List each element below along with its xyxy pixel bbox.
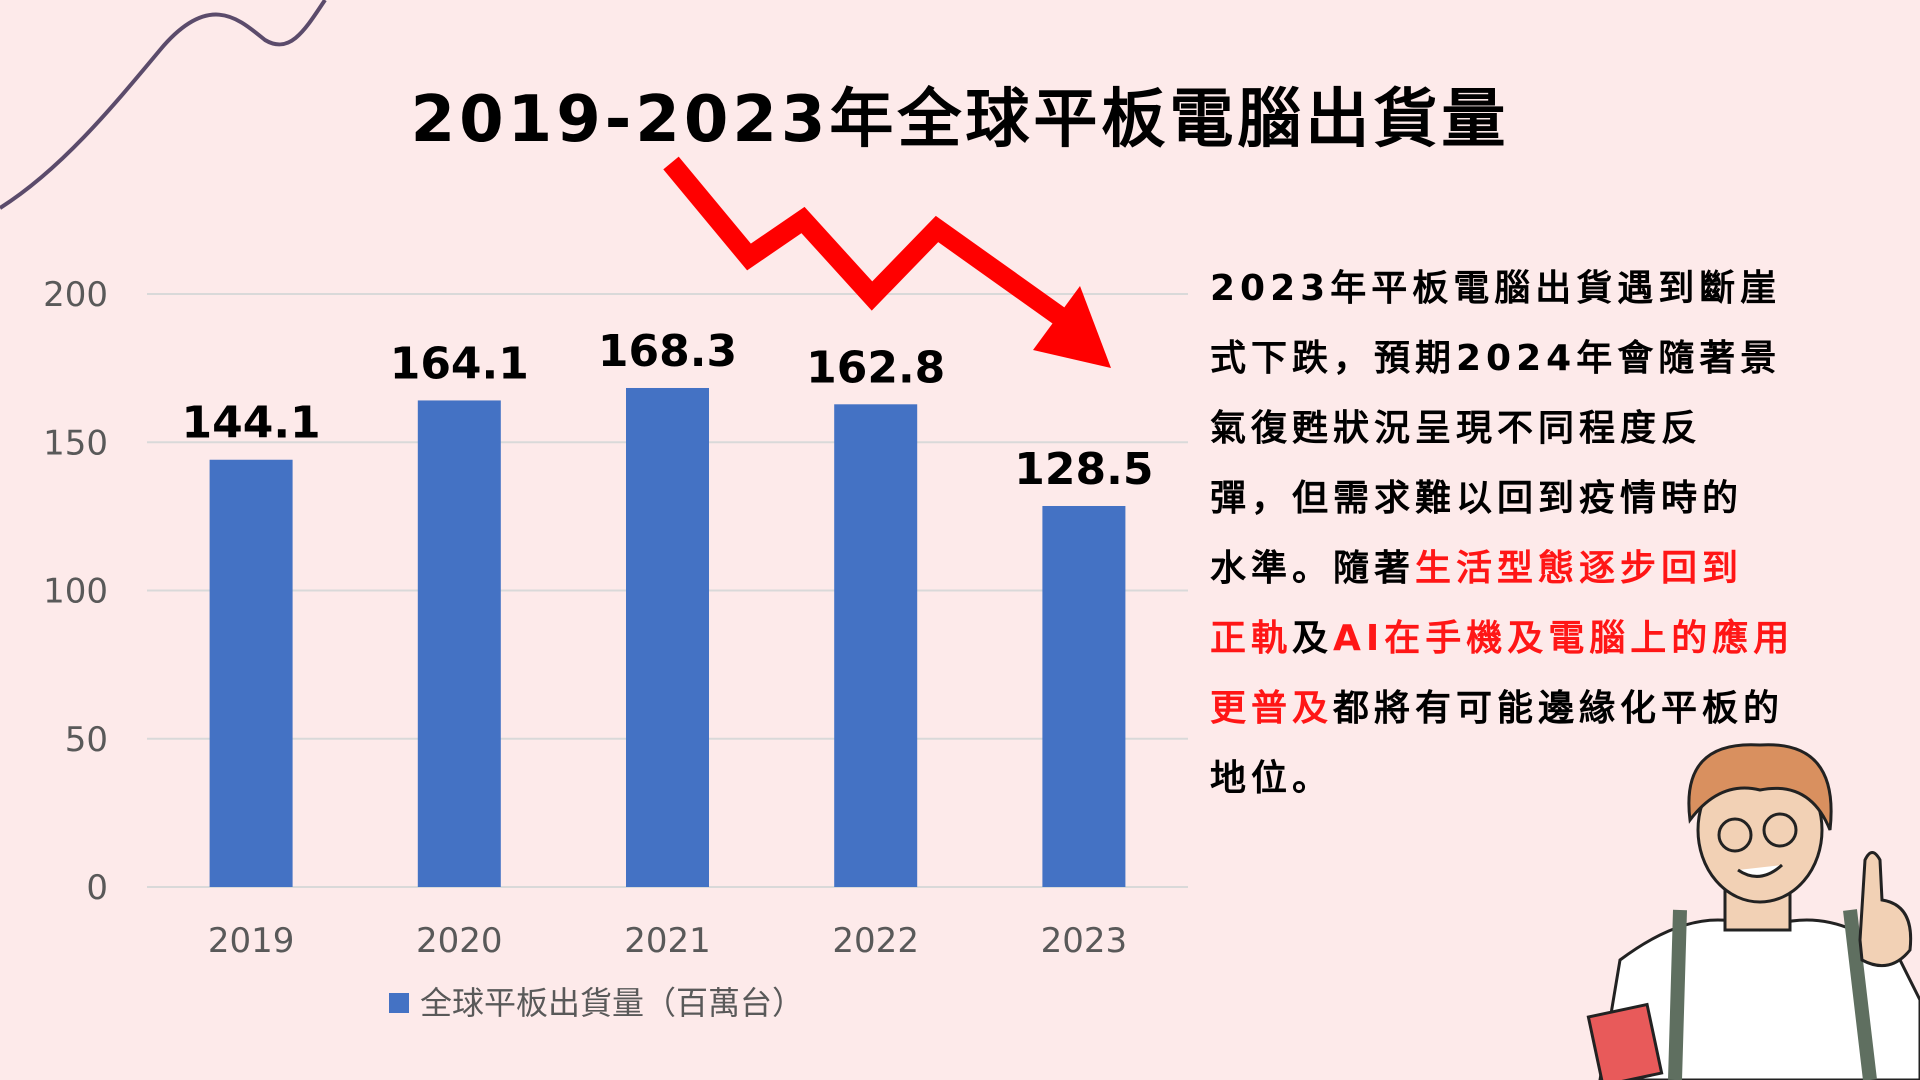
text-segment: 都將有可能邊緣化平板的 [1333, 688, 1785, 729]
bar-2021 [626, 387, 709, 887]
paragraph-line: 式下跌，預期2024年會隨著景 [1210, 332, 1860, 402]
text-segment: 2023年平板電腦出貨遇到斷崖 [1210, 268, 1782, 309]
legend: 全球平板出貨量（百萬台） [389, 984, 804, 1022]
text-segment: 式下跌，預期2024年會隨著景 [1210, 338, 1782, 379]
paragraph-line: 正軌及AI在手機及電腦上的應用 [1210, 612, 1860, 682]
x-tick-label: 2019 [208, 921, 295, 961]
text-segment: 及 [1292, 618, 1334, 659]
down-trend-arrow [663, 156, 1111, 368]
data-label: 164.1 [390, 338, 529, 389]
highlighted-text: 正軌 [1210, 618, 1293, 659]
y-tick-label: 200 [43, 275, 108, 315]
y-tick-label: 0 [86, 868, 108, 908]
page-title: 2019-2023年全球平板電腦出貨量 [410, 83, 1510, 157]
text-segment: 水準。隨著 [1210, 548, 1416, 589]
commentary-paragraph: 2023年平板電腦出貨遇到斷崖 式下跌，預期2024年會隨著景 氣復甦狀況呈現不同程… [1210, 262, 1860, 822]
bar-2019 [209, 459, 293, 887]
x-tick-label: 2021 [624, 921, 711, 961]
x-tick-label: 2023 [1041, 921, 1128, 961]
text-segment: 地位。 [1210, 758, 1334, 799]
y-tick-label: 150 [43, 423, 108, 463]
text-segment: 氣復甦狀況呈現不同程度反 [1210, 408, 1703, 449]
highlighted-text: 更普及 [1210, 688, 1334, 729]
data-label: 168.3 [598, 326, 737, 377]
data-label: 162.8 [806, 342, 945, 393]
y-tick-label: 50 [65, 720, 108, 760]
x-tick-label: 2020 [416, 921, 503, 961]
decorative-curve [0, 0, 327, 210]
data-label: 144.1 [182, 398, 321, 449]
legend-label: 全球平板出貨量（百萬台） [420, 984, 804, 1022]
highlighted-text: AI在手機及電腦上的應用 [1333, 618, 1795, 659]
bar-2022 [834, 404, 918, 887]
paragraph-line: 2023年平板電腦出貨遇到斷崖 [1210, 262, 1860, 332]
bar-2020 [417, 400, 501, 887]
paragraph-line: 彈，但需求難以回到疫情時的 [1210, 472, 1860, 542]
paragraph-line: 地位。 [1210, 752, 1860, 822]
text-segment: 彈，但需求難以回到疫情時的 [1210, 478, 1744, 519]
highlighted-text: 生活型態逐步回到 [1415, 548, 1744, 589]
y-tick-label: 100 [43, 572, 108, 612]
paragraph-line: 水準。隨著生活型態逐步回到 [1210, 542, 1860, 612]
paragraph-line: 更普及都將有可能邊緣化平板的 [1210, 682, 1860, 752]
legend-swatch [389, 993, 409, 1013]
teacher-illustration [1586, 743, 1920, 1080]
bar-2023 [1042, 505, 1126, 887]
data-label: 128.5 [1014, 444, 1153, 495]
x-tick-label: 2022 [832, 921, 919, 961]
paragraph-line: 氣復甦狀況呈現不同程度反 [1210, 402, 1860, 472]
